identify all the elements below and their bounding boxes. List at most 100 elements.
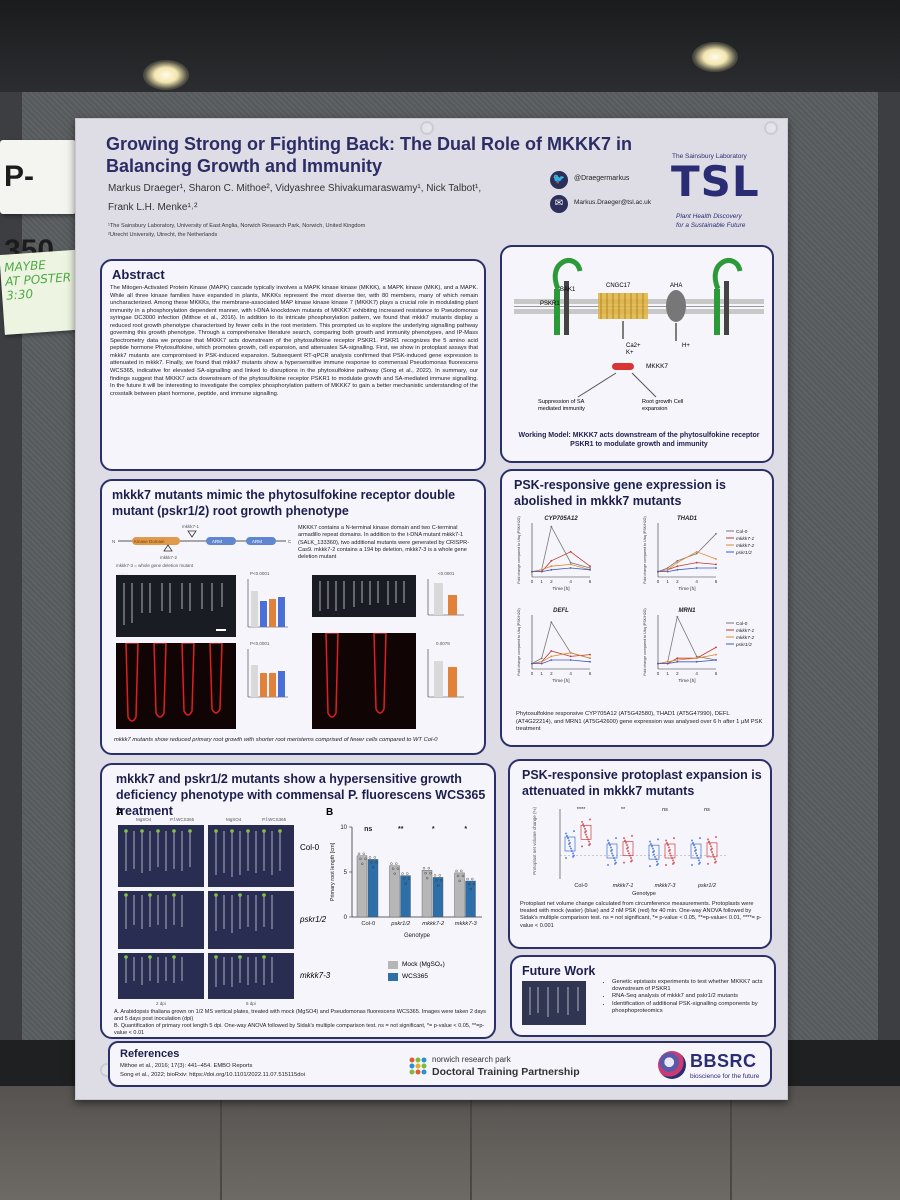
- x-tick-label: mkkk7-3: [655, 883, 677, 889]
- bar: [278, 597, 285, 627]
- data-point: [715, 563, 717, 566]
- meristem-outline: [373, 632, 387, 714]
- data-point: [676, 660, 679, 663]
- deletion-marker: [163, 544, 173, 552]
- x-tick-label: 0: [657, 671, 660, 676]
- bak1-receptor: [724, 281, 729, 335]
- data-point: [614, 862, 616, 865]
- x-tick-label: pskr1/2: [697, 883, 716, 889]
- data-point: [695, 660, 698, 663]
- data-point: [692, 841, 694, 844]
- data-point: [654, 855, 656, 858]
- gene-expression-charts: CYP705A12 0 1 2 4 6 Time [h] Fold change compar…: [510, 511, 768, 693]
- root-trace: [319, 581, 405, 611]
- x-tick-label: 2: [550, 579, 553, 584]
- data-point: [715, 646, 717, 649]
- data-point: [707, 838, 709, 841]
- data-point: [693, 844, 695, 847]
- gene-expression-caption: Phytosulfokine responsive CYP705A12 (AT5…: [516, 711, 763, 732]
- data-point: [630, 857, 632, 859]
- bar: [260, 673, 267, 697]
- x-tick-label: mkkk7-2: [422, 921, 445, 927]
- x-axis-label: Genotype: [404, 933, 431, 939]
- data-point: [650, 843, 652, 845]
- data-point: [695, 567, 698, 569]
- data-point: [402, 877, 406, 880]
- bbsrc-logo-icon: [658, 1051, 686, 1079]
- floor: [0, 1086, 900, 1200]
- data-point: [540, 568, 543, 571]
- data-point: [375, 861, 378, 864]
- treatment-label: P.f.WCS365: [262, 817, 287, 822]
- legend-label: mkkk7-1: [736, 628, 754, 634]
- meristem-outline: [325, 632, 339, 718]
- plate-photo: [208, 891, 294, 949]
- bbsrc-tagline: bioscience for the future: [690, 1073, 760, 1080]
- references-title: References: [120, 1048, 180, 1060]
- data-point: [657, 570, 659, 573]
- root-panel: mkkk7 mutants mimic the phytosulfokine r…: [100, 479, 486, 755]
- data-point: [707, 862, 709, 865]
- data-point: [550, 659, 553, 661]
- data-point: [569, 550, 572, 553]
- institute-name: The Sainsbury Laboratory: [672, 153, 747, 160]
- bak1-label: BAK1: [560, 287, 576, 293]
- data-point: [612, 854, 614, 857]
- data-point: [438, 874, 442, 877]
- data-point: [623, 861, 625, 864]
- data-point: [610, 850, 612, 852]
- data-point: [582, 823, 584, 826]
- dtp-name: Doctoral Training Partnership: [432, 1066, 580, 1078]
- data-point: [695, 561, 698, 564]
- pushpin: [764, 121, 778, 135]
- data-point: [710, 845, 712, 848]
- chart-title: DEFL: [553, 608, 569, 614]
- data-point: [696, 854, 698, 857]
- p-value: P<0.0001: [250, 641, 270, 646]
- future-work-item: Identification of additional PSK-signall…: [612, 1001, 770, 1015]
- data-point: [670, 854, 672, 857]
- c-terminus-label: C: [288, 539, 292, 544]
- meristem-outline: [209, 642, 223, 714]
- row-label: pskr1/2: [300, 915, 327, 924]
- bar: [465, 880, 476, 918]
- data-point: [589, 660, 591, 663]
- data-point: [609, 844, 611, 847]
- data-point: [669, 852, 671, 855]
- data-point: [390, 862, 393, 865]
- author-list: Frank L.H. Menke¹˒²: [108, 202, 198, 213]
- row-label: mkkk7-3: [300, 971, 331, 980]
- x-axis-label: Genotype: [632, 891, 656, 897]
- data-point: [568, 843, 570, 845]
- data-point: [676, 565, 679, 568]
- data-point: [672, 859, 674, 862]
- data-point: [531, 662, 533, 665]
- data-point: [461, 874, 465, 878]
- plate-photo: [118, 891, 204, 949]
- gene-expression-panel: PSK-responsive gene expression is abolis…: [500, 469, 774, 747]
- root-trace: [215, 831, 281, 877]
- bar: [269, 599, 276, 627]
- data-point: [540, 662, 543, 665]
- legend-label: pskr1/2: [735, 642, 752, 648]
- box: [622, 841, 634, 857]
- kinase-domain: [132, 537, 180, 545]
- data-point: [714, 858, 716, 861]
- data-point: [569, 563, 572, 566]
- root-traces: [123, 583, 226, 631]
- bar: [367, 859, 379, 918]
- protoplast-title: PSK-responsive protoplast expansion is a…: [522, 768, 762, 798]
- data-point: [424, 872, 427, 875]
- p-value: 0.0078: [436, 641, 450, 646]
- data-point: [467, 882, 471, 886]
- data-point: [694, 846, 696, 849]
- data-point: [581, 845, 583, 848]
- data-point: [436, 884, 440, 887]
- data-point: [391, 867, 395, 870]
- data-point: [589, 565, 591, 568]
- data-point: [624, 839, 626, 842]
- root-trace: [215, 957, 273, 987]
- data-point: [626, 844, 628, 847]
- board-frame: [0, 92, 22, 1082]
- institute-tagline: Plant Health Discovery: [676, 213, 742, 220]
